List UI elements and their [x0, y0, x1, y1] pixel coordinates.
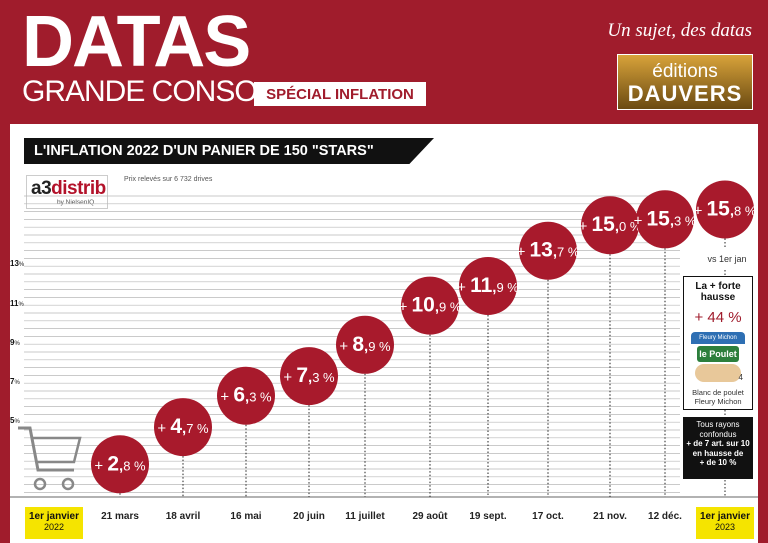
y-tick-label: 9%: [10, 337, 20, 347]
data-point-label: + 8,9 %: [339, 333, 391, 356]
chart-title: L'INFLATION 2022 D'UN PANIER DE 150 "STA…: [24, 138, 434, 164]
data-point-bubble: [581, 196, 639, 255]
product-caption: Blanc de poulet Fleury Michon: [692, 388, 744, 406]
data-point-label: + 7,3 %: [283, 364, 335, 387]
top-increase-box: La + forte hausse + 44 % Fleury Michon l…: [683, 276, 753, 410]
data-point-label: + 2,8 %: [94, 452, 146, 475]
product-label: le Poulet: [697, 346, 739, 362]
logo-editions: éditions: [652, 61, 718, 82]
product-pack-image: Fleury Michon le Poulet 4: [691, 332, 745, 384]
data-point-label: + 15,3 %: [634, 207, 697, 230]
all-line3: en hausse de: [692, 448, 744, 458]
data-point-bubble: [696, 180, 754, 239]
top-increase-heading: La + forte hausse: [695, 281, 741, 303]
cart-icon: [18, 426, 82, 491]
top-increase-value: + 44 %: [694, 309, 742, 326]
tagline: Un sujet, des datas: [607, 20, 752, 41]
data-point-label: + 15,0 %: [579, 213, 642, 236]
vs-label: vs 1er jan: [704, 249, 750, 269]
special-badge: SPÉCIAL INFLATION: [254, 82, 426, 106]
a3distrib-logo-sub: by NielsenIQ: [57, 199, 95, 206]
brand-subtitle: GRANDE CONSO: [22, 75, 258, 108]
date-label: 19 sept.: [469, 511, 507, 522]
header: DATAS GRANDE CONSO SPÉCIAL INFLATION Un …: [0, 0, 768, 124]
product-count: 4: [738, 373, 743, 382]
data-point-bubble: [280, 347, 338, 406]
data-point-bubble: [217, 366, 275, 425]
a3distrib-logo: a3distrib by NielsenIQ: [26, 175, 108, 209]
source-note: Prix relevés sur 6 732 drives: [124, 176, 213, 183]
all-line2: + de 7 art. sur 10: [686, 439, 750, 448]
date-label: 20 juin: [293, 511, 325, 522]
dauvers-logo: éditions DAUVERS: [617, 54, 753, 110]
data-point-label: + 10,9 %: [399, 294, 462, 317]
y-tick-label: 5%: [10, 416, 20, 426]
date-label: 12 déc.: [648, 511, 682, 522]
data-point-bubble: [519, 221, 577, 280]
y-tick-label: 7%: [10, 377, 20, 386]
date-label: 21 mars: [101, 511, 139, 522]
data-point-label: + 13,7 %: [517, 239, 580, 262]
data-point-label: + 15,8 %: [694, 198, 757, 221]
all-departments-box: Tous rayons confondus + de 7 art. sur 10…: [683, 417, 753, 479]
logo-dauvers: DAUVERS: [627, 81, 743, 106]
all-line1: Tous rayons confondus: [696, 420, 740, 439]
date-label: 29 août: [412, 511, 448, 522]
data-point-bubble: [336, 315, 394, 374]
data-point-label: + 4,7 %: [157, 415, 209, 438]
product-brand: Fleury Michon: [691, 332, 745, 344]
date-label: 21 nov.: [593, 511, 627, 522]
data-point-label: + 11,9 %: [457, 274, 519, 297]
date-label: 17 oct.: [532, 511, 564, 522]
data-point-label: + 6,3 %: [220, 384, 272, 407]
y-tick-label: 13%: [10, 259, 25, 269]
brand-title: DATAS: [22, 2, 251, 82]
date-label-highlight: 1er janvier 2022: [25, 507, 83, 539]
date-label-highlight: 1er janvier 2023: [696, 507, 754, 539]
data-point-bubble: [154, 398, 212, 457]
date-label: 18 avril: [165, 511, 201, 522]
date-label: 11 juillet: [345, 511, 385, 522]
product-food-icon: [695, 364, 741, 382]
data-point-bubble: [401, 276, 459, 335]
data-point-bubble: [636, 190, 694, 249]
data-point-bubble: [459, 257, 517, 315]
all-line4: + de 10 %: [699, 458, 737, 467]
y-tick-label: 11%: [10, 298, 24, 308]
data-point-bubble: [91, 435, 149, 494]
date-label: 16 mai: [230, 511, 262, 522]
a3distrib-logo-text: a3distrib: [31, 178, 106, 199]
